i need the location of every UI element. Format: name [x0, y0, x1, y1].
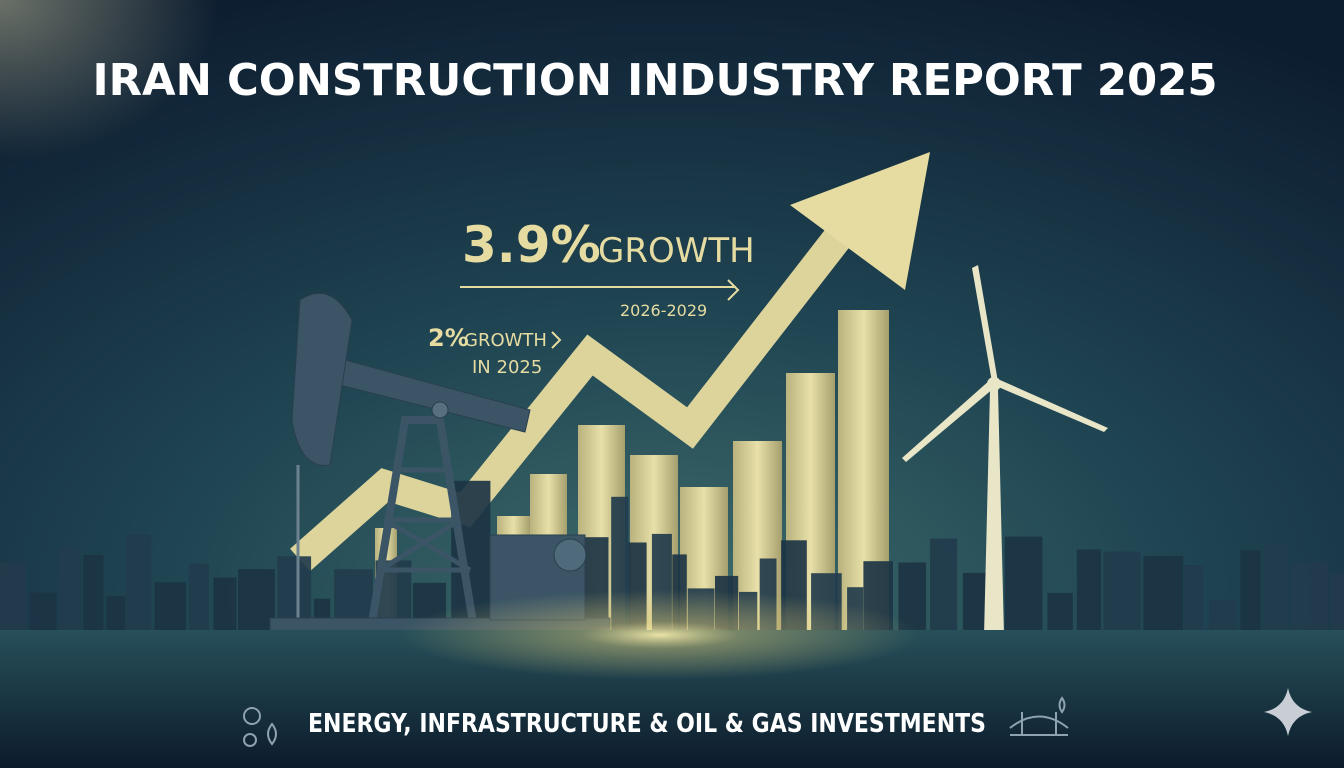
- title: IRAN CONSTRUCTION INDUSTRY REPORT 2025: [93, 55, 1218, 106]
- callout-chevron: [551, 331, 562, 349]
- callout-period: 2026-2029: [620, 301, 707, 320]
- building: [1209, 599, 1237, 632]
- pivot: [431, 401, 449, 419]
- callout-secondary: 2% GROWTH IN 2025: [428, 324, 562, 378]
- gear-icon: [243, 733, 257, 747]
- blade: [996, 380, 1108, 432]
- building: [154, 582, 187, 632]
- building: [1004, 536, 1043, 632]
- callout-value: 2%: [428, 324, 469, 352]
- corner-light: [0, 0, 220, 160]
- building: [1331, 573, 1344, 632]
- building: [106, 596, 126, 632]
- hub: [987, 377, 1001, 391]
- callout-label: GROWTH: [598, 231, 755, 271]
- gear-icon: [243, 707, 261, 725]
- building: [1103, 551, 1141, 632]
- building: [930, 538, 958, 632]
- callout-chevron: [727, 279, 740, 301]
- callout-label: GROWTH: [464, 330, 547, 351]
- building: [188, 563, 209, 632]
- wind-turbine: [902, 265, 1108, 636]
- arrow-shaft: [290, 212, 862, 572]
- building: [1240, 550, 1261, 632]
- callout-main: 3.9% GROWTH 2026-2029: [460, 216, 755, 320]
- crank: [553, 538, 587, 572]
- building: [1184, 565, 1204, 632]
- derrick-brace: [378, 467, 472, 573]
- horse-head: [291, 292, 353, 466]
- building: [29, 592, 57, 632]
- footer-icons-left: [243, 707, 277, 747]
- building: [83, 555, 104, 632]
- building: [1264, 543, 1289, 632]
- building: [213, 577, 237, 632]
- building: [59, 547, 81, 632]
- building: [238, 569, 275, 632]
- building: [1047, 592, 1073, 632]
- blade: [902, 380, 994, 462]
- flame-icon: [1058, 696, 1066, 714]
- callout-value: 3.9%: [462, 216, 601, 274]
- blade: [972, 265, 998, 382]
- bridge-icon: [1009, 696, 1069, 736]
- building: [125, 535, 152, 632]
- footer-text: ENERGY, INFRASTRUCTURE & OIL & GAS INVES…: [308, 709, 986, 739]
- building: [1290, 562, 1329, 632]
- arrow-head: [790, 152, 930, 290]
- building: [0, 562, 27, 632]
- building: [1076, 549, 1101, 632]
- building: [1143, 555, 1184, 632]
- growth-arrow: [290, 152, 930, 572]
- tower: [984, 390, 1004, 636]
- bridge-lines: [1009, 712, 1069, 736]
- sparkle-icon: [1264, 688, 1312, 736]
- horizon-glow: [400, 590, 920, 680]
- callout-period: IN 2025: [472, 357, 542, 378]
- flame-icon: [267, 722, 277, 746]
